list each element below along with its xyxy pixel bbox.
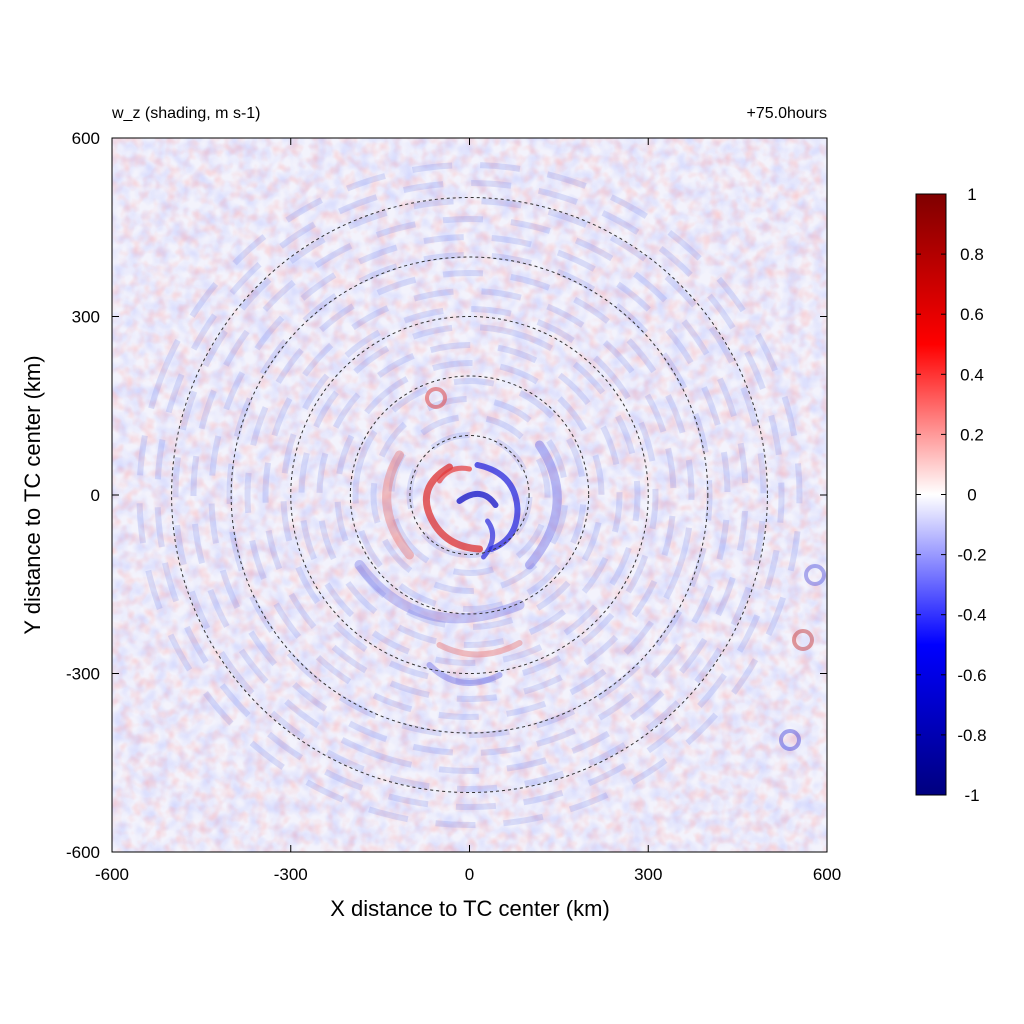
x-tick-label: 600 xyxy=(813,865,841,884)
x-tick-label: -300 xyxy=(274,865,308,884)
spiral-arm xyxy=(456,491,499,508)
y-tick-label: 0 xyxy=(91,486,100,505)
spiral-arm xyxy=(382,450,414,560)
spiral-band xyxy=(244,270,695,720)
range-rings xyxy=(171,197,768,793)
spiral-arm xyxy=(354,560,525,624)
range-ring xyxy=(409,435,530,555)
colorbar-tick-label: -0.2 xyxy=(957,546,986,565)
x-axis-label: X distance to TC center (km) xyxy=(330,896,610,921)
spiral-arm xyxy=(474,462,521,552)
colorbar-tick-label: 0.4 xyxy=(960,365,984,384)
spiral-band xyxy=(190,216,749,774)
spiral-arm xyxy=(437,465,472,484)
range-ring xyxy=(171,197,768,793)
spiral-band xyxy=(208,234,731,756)
eddy xyxy=(425,387,447,409)
eddy xyxy=(792,629,814,651)
y-tick-label: -600 xyxy=(66,843,100,862)
y-tick-label: 300 xyxy=(72,308,100,327)
eddy xyxy=(804,564,826,586)
colorbar-tick-label: -0.8 xyxy=(957,726,986,745)
spiral-band xyxy=(388,414,551,576)
shading-field xyxy=(112,138,827,852)
range-ring xyxy=(290,316,649,674)
y-tick-label: -300 xyxy=(66,665,100,684)
colorbar-tick-label: -0.4 xyxy=(957,606,986,625)
spiral-arm xyxy=(436,640,523,658)
y-tick-label: 600 xyxy=(72,129,100,148)
spiral-band xyxy=(172,197,767,792)
colorbar-tick-label: 0.8 xyxy=(960,245,984,264)
colorbar-tick-label: 0.6 xyxy=(960,305,984,324)
spiral-band xyxy=(226,252,713,738)
colorbar-tick-label: 0.2 xyxy=(960,425,984,444)
colorbar-tick-label: 1 xyxy=(967,185,976,204)
x-tick-label: 300 xyxy=(634,865,662,884)
eddy xyxy=(779,729,801,751)
chart-title: w_z (shading, m s-1) xyxy=(111,105,261,122)
spiral-band xyxy=(298,324,641,667)
spiral-band xyxy=(316,342,623,648)
spiral-band xyxy=(280,306,659,684)
colorbar-tick-label: -1 xyxy=(964,786,979,805)
spiral-band xyxy=(352,377,587,612)
spiral-arm xyxy=(481,518,496,560)
y-axis-label: Y distance to TC center (km) xyxy=(20,355,45,634)
x-tick-label: 0 xyxy=(465,865,474,884)
spiral-arm xyxy=(525,440,562,570)
range-ring xyxy=(349,375,590,615)
colorbar-tick-label: 0 xyxy=(967,486,976,505)
spiral-band xyxy=(334,360,605,630)
spiral-band xyxy=(262,288,677,702)
chart-time: +75.0hours xyxy=(746,105,827,122)
spiral-band xyxy=(136,161,803,828)
spiral-arm xyxy=(422,463,483,553)
colorbar-ticks: 1 0.8 0.6 0.4 0.2 0 -0.2 -0.4 -0.6 -0.8 -1 xyxy=(916,185,987,805)
colorbar-tick-label: -0.6 xyxy=(957,666,986,685)
x-tick-label: -600 xyxy=(95,865,129,884)
y-axis-ticks: -600 -300 0 300 600 xyxy=(66,129,827,862)
range-ring xyxy=(230,256,709,734)
x-axis-ticks: -600 -300 0 300 600 xyxy=(95,138,841,884)
